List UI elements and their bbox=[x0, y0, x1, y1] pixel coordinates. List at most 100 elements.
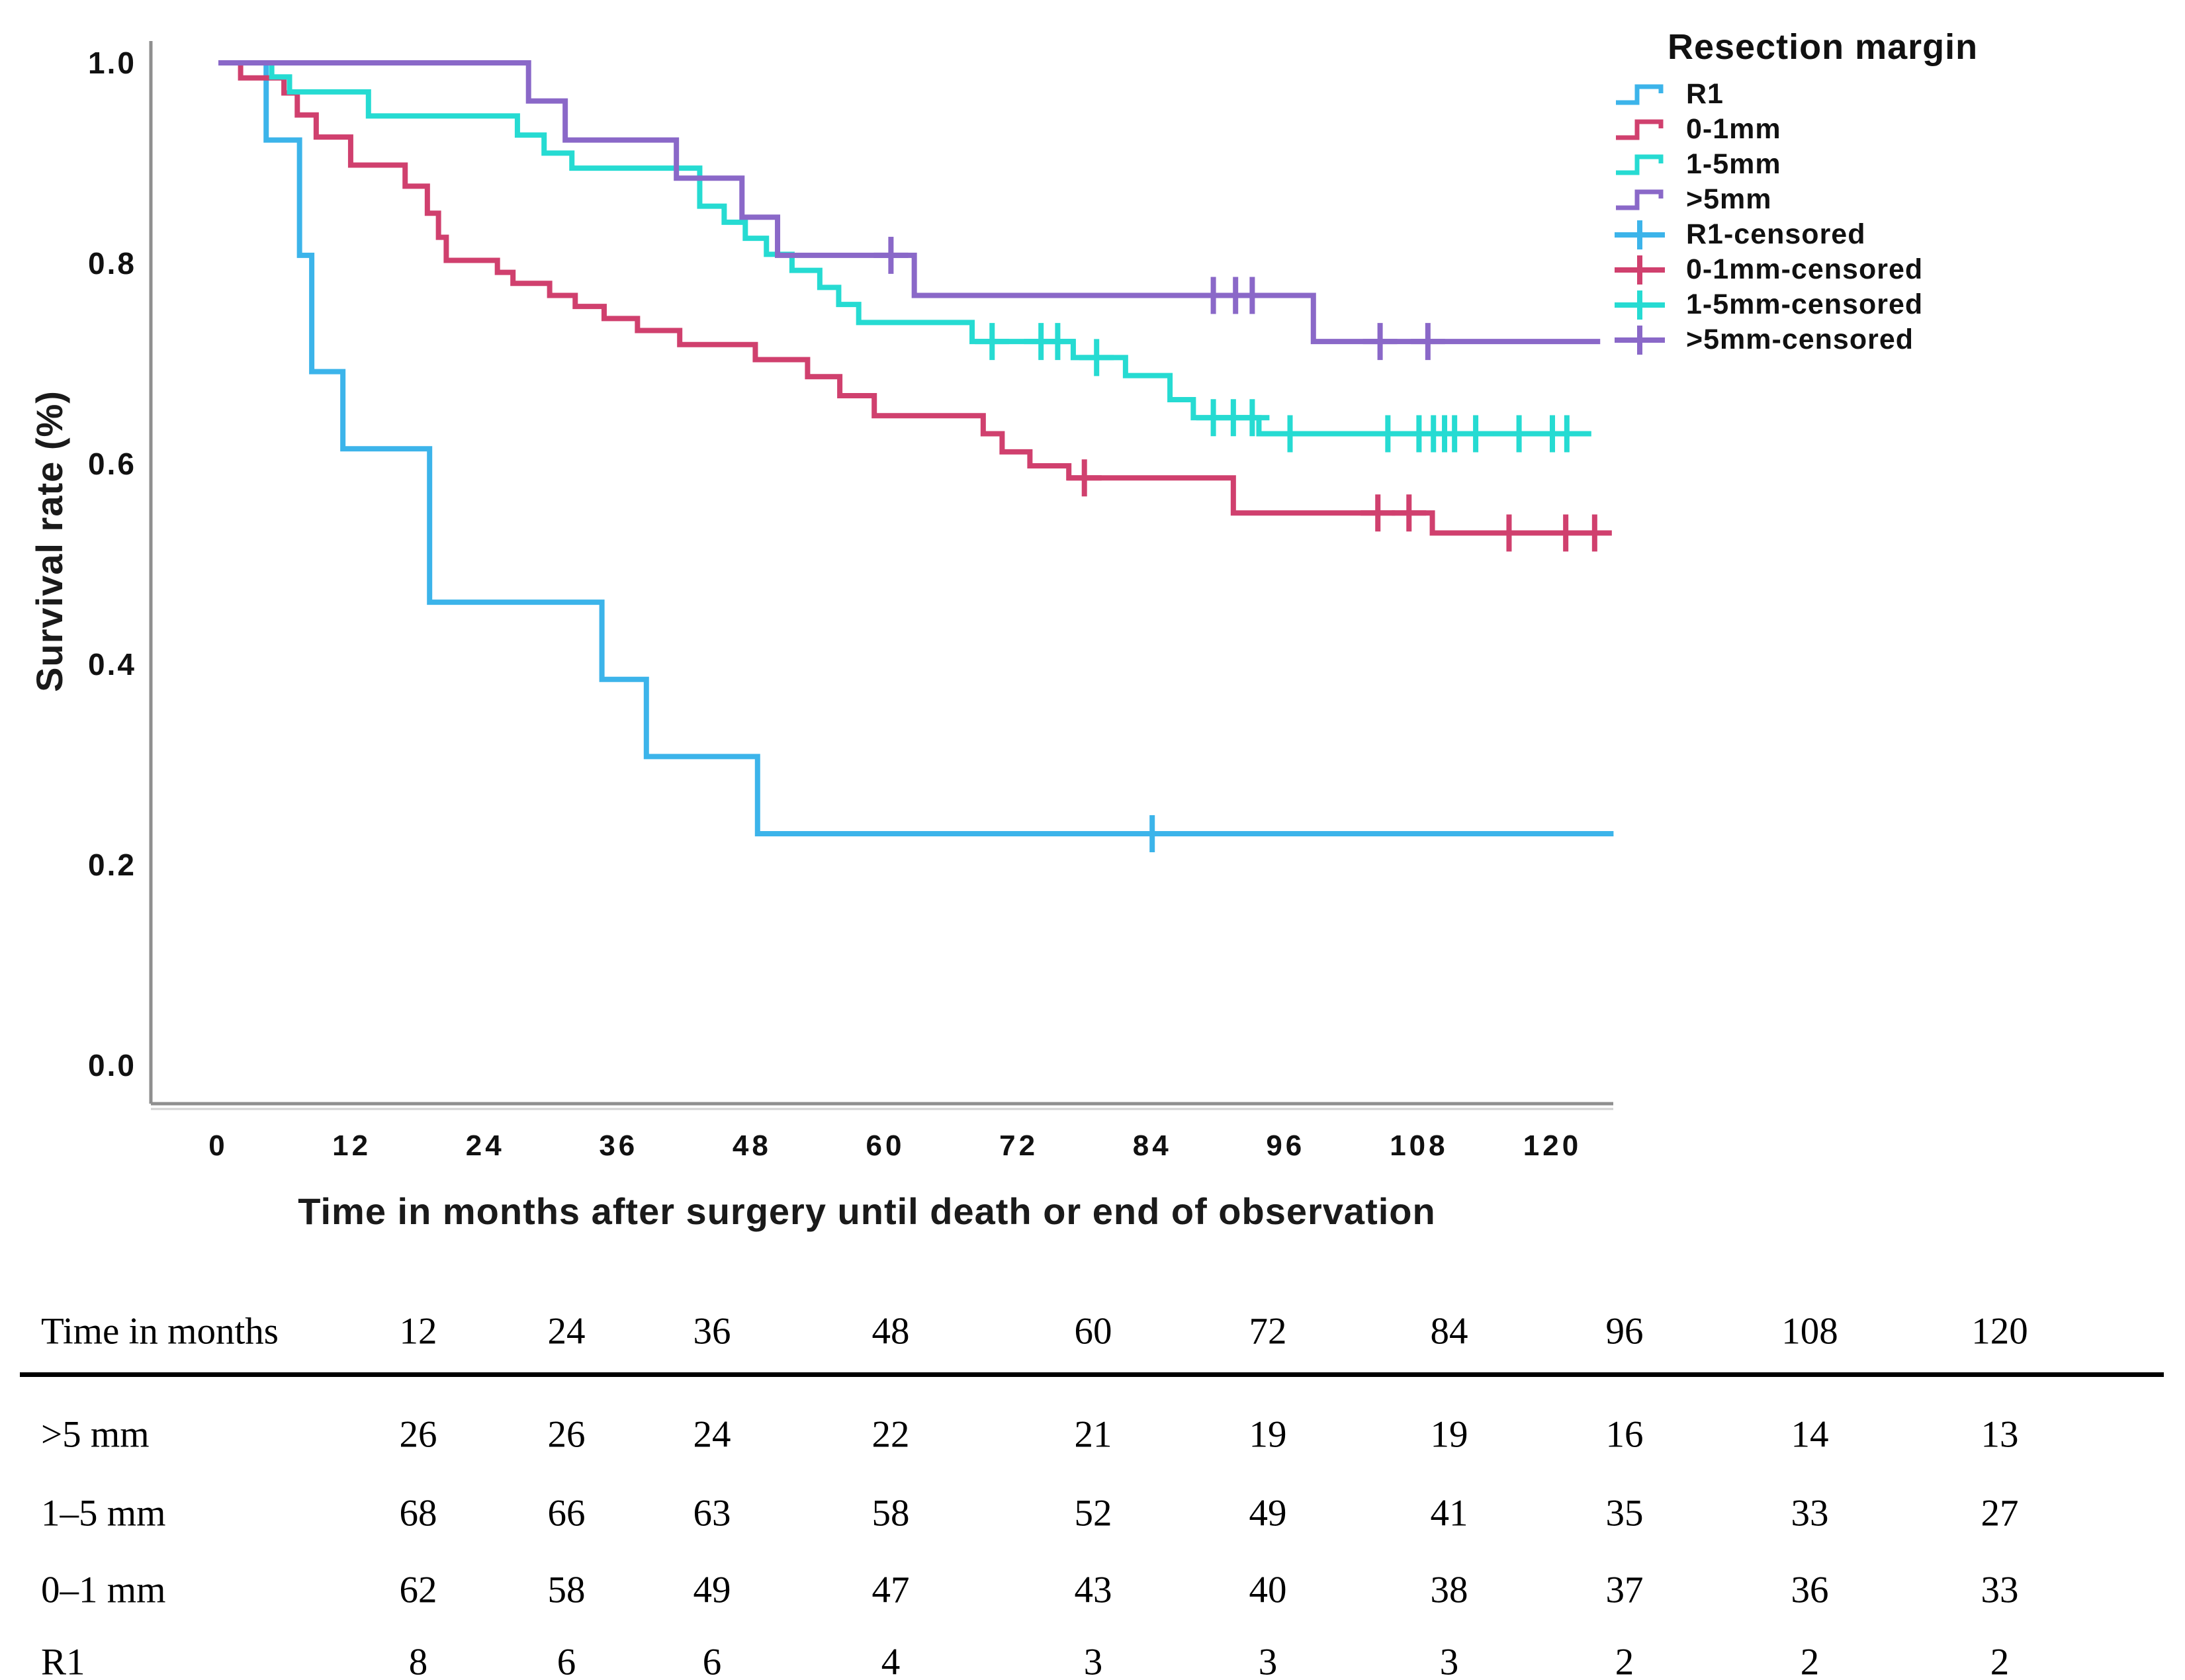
risk-table-value: 52 bbox=[1074, 1492, 1112, 1534]
km-curve->5mm bbox=[218, 60, 1601, 345]
risk-table-value: 63 bbox=[693, 1492, 731, 1534]
risk-table-value: 66 bbox=[547, 1492, 586, 1534]
risk-table-value: 49 bbox=[1249, 1492, 1287, 1534]
risk-table-value: 68 bbox=[399, 1492, 437, 1534]
risk-table-value: 3 bbox=[1083, 1641, 1103, 1680]
risk-table-value: 24 bbox=[693, 1413, 731, 1456]
risk-table-value: 19 bbox=[1430, 1413, 1468, 1456]
risk-table-value: 13 bbox=[1981, 1413, 2019, 1456]
risk-table-header-time: 60 bbox=[1074, 1310, 1112, 1352]
legend-item->5mm-censored: >5mm-censored bbox=[1612, 322, 1978, 357]
risk-table-header-time: 120 bbox=[1971, 1310, 2028, 1352]
x-tick-label: 36 bbox=[599, 1129, 638, 1162]
risk-table-value: 35 bbox=[1605, 1492, 1644, 1534]
risk-table-header-time: 12 bbox=[399, 1310, 437, 1352]
x-axis-title: Time in months after surgery until death… bbox=[298, 1190, 1436, 1232]
risk-table-header-rule bbox=[20, 1372, 2164, 1377]
risk-table-value: 4 bbox=[881, 1641, 901, 1680]
x-tick-label: 84 bbox=[1133, 1129, 1172, 1162]
x-tick-label: 48 bbox=[733, 1129, 772, 1162]
step-line-icon bbox=[1616, 189, 1664, 210]
legend-title: Resection margin bbox=[1668, 27, 1979, 67]
step-line-icon bbox=[1616, 84, 1664, 105]
y-tick-label: 0.0 bbox=[88, 1048, 136, 1083]
legend-item-label: R1-censored bbox=[1686, 218, 1866, 250]
risk-table-value: 33 bbox=[1981, 1569, 2019, 1611]
risk-table-value: 6 bbox=[702, 1641, 722, 1680]
risk-table-header-time: 48 bbox=[871, 1310, 910, 1352]
risk-table-value: 47 bbox=[871, 1569, 910, 1611]
risk-table-header-time: 84 bbox=[1430, 1310, 1468, 1352]
legend-item-1-5mm: 1-5mm bbox=[1612, 147, 1978, 182]
legend-item-0-1mm-censored: 0-1mm-censored bbox=[1612, 252, 1978, 287]
censored-plus-icon bbox=[1615, 325, 1665, 355]
risk-table-value: 3 bbox=[1439, 1641, 1459, 1680]
risk-table-value: 62 bbox=[399, 1569, 437, 1611]
risk-table-value: 3 bbox=[1258, 1641, 1278, 1680]
risk-table-value: 33 bbox=[1791, 1492, 1829, 1534]
km-curve-R1 bbox=[218, 60, 1614, 837]
y-tick-label: 1.0 bbox=[88, 46, 136, 80]
y-tick-label: 0.2 bbox=[88, 848, 136, 882]
risk-table-value: 36 bbox=[1791, 1569, 1829, 1611]
risk-table-value: 38 bbox=[1430, 1569, 1468, 1611]
legend-item-label: 1-5mm-censored bbox=[1686, 288, 1924, 320]
risk-table-value: 43 bbox=[1074, 1569, 1112, 1611]
risk-table-value: 2 bbox=[1800, 1641, 1820, 1680]
risk-table-value: 37 bbox=[1605, 1569, 1644, 1611]
censored-plus-icon bbox=[1615, 255, 1665, 285]
x-tick-label: 24 bbox=[466, 1129, 505, 1162]
risk-table-value: 16 bbox=[1605, 1413, 1644, 1456]
risk-table-value: 14 bbox=[1791, 1413, 1829, 1456]
km-curve-0-1mm bbox=[218, 60, 1597, 536]
legend-item->5mm: >5mm bbox=[1612, 182, 1978, 217]
legend-item-R1-censored: R1-censored bbox=[1612, 217, 1978, 252]
legend-item-label: >5mm bbox=[1686, 183, 1772, 215]
risk-table-header-time: 72 bbox=[1249, 1310, 1287, 1352]
x-tick-label: 96 bbox=[1266, 1129, 1305, 1162]
risk-table-value: 41 bbox=[1430, 1492, 1468, 1534]
risk-table-value: 58 bbox=[547, 1569, 586, 1611]
x-tick-label: 72 bbox=[999, 1129, 1038, 1162]
legend-item-R1: R1 bbox=[1612, 77, 1978, 112]
risk-table-header-label: Time in months bbox=[41, 1310, 279, 1352]
risk-table-header-time: 36 bbox=[693, 1310, 731, 1352]
legend-item-label: 1-5mm bbox=[1686, 148, 1781, 180]
risk-table-value: 58 bbox=[871, 1492, 910, 1534]
risk-table-row-label: R1 bbox=[41, 1641, 85, 1680]
risk-table-row-label: 1–5 mm bbox=[41, 1492, 166, 1534]
y-tick-label: 0.4 bbox=[88, 647, 136, 682]
risk-table-value: 2 bbox=[1615, 1641, 1634, 1680]
legend-item-label: 0-1mm bbox=[1686, 113, 1781, 145]
legend-item-label: 0-1mm-censored bbox=[1686, 253, 1924, 285]
risk-table-value: 22 bbox=[871, 1413, 910, 1456]
legend-item-label: >5mm-censored bbox=[1686, 324, 1914, 355]
risk-table-header-time: 96 bbox=[1605, 1310, 1644, 1352]
x-tick-label: 60 bbox=[866, 1129, 905, 1162]
censor-marks-R1 bbox=[1135, 815, 1170, 853]
risk-table-row-label: >5 mm bbox=[41, 1413, 150, 1456]
risk-table-value: 19 bbox=[1249, 1413, 1287, 1456]
risk-table-value: 26 bbox=[399, 1413, 437, 1456]
censored-plus-icon bbox=[1615, 290, 1665, 320]
y-tick-label: 0.6 bbox=[88, 447, 136, 481]
risk-table-header-time: 24 bbox=[547, 1310, 586, 1352]
legend-item-label: R1 bbox=[1686, 78, 1724, 110]
risk-table-value: 2 bbox=[1990, 1641, 2010, 1680]
censor-marks-1-5mm bbox=[975, 323, 1584, 453]
step-line-icon bbox=[1616, 119, 1664, 140]
risk-table-header-time: 108 bbox=[1781, 1310, 1838, 1352]
risk-table-value: 40 bbox=[1249, 1569, 1287, 1611]
x-tick-label: 120 bbox=[1523, 1129, 1582, 1162]
censored-plus-icon bbox=[1615, 220, 1665, 249]
censor-marks-0-1mm bbox=[1067, 459, 1612, 552]
legend-items: R1 0-1mm 1-5mm >5mm R1-censored 0-1mm-censore… bbox=[1612, 77, 1978, 357]
legend-item-1-5mm-censored: 1-5mm-censored bbox=[1612, 287, 1978, 322]
risk-table-value: 27 bbox=[1981, 1492, 2019, 1534]
legend: Resection margin R1 0-1mm 1-5mm >5mm R1-cens… bbox=[1612, 26, 1978, 357]
x-tick-label: 0 bbox=[208, 1129, 228, 1162]
risk-table-row-label: 0–1 mm bbox=[41, 1569, 166, 1611]
